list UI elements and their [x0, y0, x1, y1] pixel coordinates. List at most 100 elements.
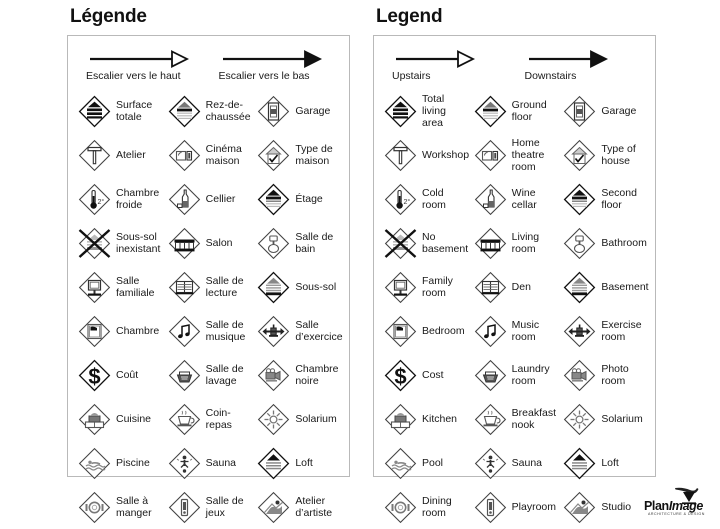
family-room-icon-wrap	[384, 271, 417, 304]
breakfast-nook-icon	[168, 403, 200, 435]
total-living-area-icon	[384, 95, 417, 127]
legend-item-label: Rez-de- chaussée	[205, 98, 251, 123]
pool-icon-wrap	[78, 447, 111, 480]
second-floor-icon-wrap	[563, 183, 596, 216]
exercise-room-icon-wrap	[563, 315, 596, 348]
stairs-arrows-row-french: Escalier vers le haut Escalier vers le b…	[68, 36, 349, 83]
family-room-icon	[384, 271, 417, 303]
legend-item: $ Coût	[76, 353, 166, 397]
legend-item: Cinéma maison	[166, 133, 256, 177]
cold-room-icon: 2°	[384, 183, 417, 215]
workshop-icon	[384, 139, 417, 171]
solarium-icon-wrap	[563, 403, 596, 436]
type-of-house-icon-wrap	[257, 139, 290, 172]
stairs-up-label-english: Upstairs	[392, 70, 431, 82]
legend-item-label: Sous-sol inexistant	[116, 230, 161, 255]
legend-item: Garage	[255, 89, 345, 133]
workshop-icon	[78, 139, 111, 171]
stairs-down-entry-english: Downstairs	[515, 50, 656, 83]
loft-icon	[564, 447, 596, 479]
panel-box-english: Upstairs Downstairs Total living area Gro…	[373, 35, 656, 523]
pool-icon	[384, 447, 417, 479]
legend-item: Atelier d’artiste	[255, 485, 345, 529]
legend-item: Bathroom	[561, 221, 651, 265]
legend-item-label: Workshop	[422, 148, 470, 161]
wine-cellar-icon-wrap	[168, 183, 201, 216]
second-floor-icon-wrap	[257, 183, 290, 216]
basement-icon-wrap	[563, 271, 596, 304]
legend-item-label: Salle de lavage	[205, 362, 244, 387]
legend-item-label: Salle de musique	[205, 318, 246, 343]
legend-item: Den	[472, 265, 562, 309]
legend-item: Sous-sol	[255, 265, 345, 309]
photo-room-icon	[564, 359, 596, 391]
legend-item: Solarium	[561, 397, 651, 441]
photo-room-icon-wrap	[257, 359, 290, 392]
arrow-hollow-right-icon	[396, 50, 476, 68]
loft-icon-wrap	[563, 447, 596, 480]
legend-item: Ground floor	[472, 89, 562, 133]
legend-item-label: Étage	[295, 192, 323, 205]
legend-item: Salle de lecture	[166, 265, 256, 309]
legend-item-label: Dining room	[422, 494, 452, 519]
wine-cellar-icon-wrap	[474, 183, 507, 216]
living-room-icon-wrap	[474, 227, 507, 260]
legend-item: No basement	[382, 221, 472, 265]
cold-room-icon-wrap: 2°	[78, 183, 111, 216]
total-living-area-icon-wrap	[384, 95, 417, 128]
living-room-icon	[168, 227, 200, 259]
legend-item-label: Wine cellar	[511, 186, 537, 211]
breakfast-nook-icon-wrap	[474, 403, 507, 436]
loft-icon	[258, 447, 290, 479]
legend-grid-english: Total living area Ground floor Garage Works…	[374, 83, 655, 529]
bedroom-icon-wrap	[78, 315, 111, 348]
legend-panel-french: Légende Escalier vers le haut Escalier v…	[67, 0, 350, 523]
legend-item-label: Loft	[601, 456, 619, 469]
legend-item: Garage	[561, 89, 651, 133]
home-theatre-icon	[168, 139, 200, 171]
legend-item-label: Living room	[511, 230, 540, 255]
home-theatre-icon	[474, 139, 506, 171]
legend-item: Piscine	[76, 441, 166, 485]
workshop-icon-wrap	[384, 139, 417, 172]
logo-plan: Plan	[644, 499, 669, 513]
legend-item: Living room	[472, 221, 562, 265]
breakfast-nook-icon	[474, 403, 506, 435]
legend-item-label: Photo room	[601, 362, 629, 387]
playroom-icon	[474, 491, 506, 523]
music-room-icon	[168, 315, 200, 347]
legend-item-label: Bedroom	[422, 324, 465, 337]
panel-title-french: Légende	[70, 6, 147, 27]
den-icon-wrap	[474, 271, 507, 304]
legend-item: Atelier	[76, 133, 166, 177]
living-room-icon	[474, 227, 506, 259]
legend-item: Wine cellar	[472, 177, 562, 221]
studio-icon	[258, 491, 290, 523]
legend-item-label: Cold room	[422, 186, 446, 211]
arrow-filled-right-icon	[222, 50, 322, 68]
legend-item: Playroom	[472, 485, 562, 529]
legend-item-label: Total living area	[422, 92, 446, 130]
svg-text:$: $	[394, 364, 406, 389]
legend-item: Total living area	[382, 89, 472, 133]
legend-item-label: Solarium	[601, 412, 643, 425]
bathroom-icon-wrap	[563, 227, 596, 260]
legend-item: 2° Chambre froide	[76, 177, 166, 221]
logo-tagline: ARCHITECTURE & DESIGN	[648, 512, 705, 516]
panel-box-french: Escalier vers le haut Escalier vers le b…	[67, 35, 350, 523]
legend-item: Chambre noire	[255, 353, 345, 397]
legend-item: Étage	[255, 177, 345, 221]
solarium-icon	[258, 403, 290, 435]
type-of-house-icon	[258, 139, 290, 171]
basement-icon-wrap	[257, 271, 290, 304]
stairs-up-entry-french: Escalier vers le haut	[68, 50, 209, 83]
den-icon-wrap	[168, 271, 201, 304]
legend-item-label: Chambre	[116, 324, 160, 337]
sauna-icon-wrap	[474, 447, 507, 480]
legend-item: Type of house	[561, 133, 651, 177]
legend-item-label: Garage	[295, 104, 331, 117]
logo-wordmark: PlanImage	[644, 500, 703, 513]
legend-item: Salle familiale	[76, 265, 166, 309]
legend-item-label: Kitchen	[422, 412, 458, 425]
garage-icon-wrap	[257, 95, 290, 128]
